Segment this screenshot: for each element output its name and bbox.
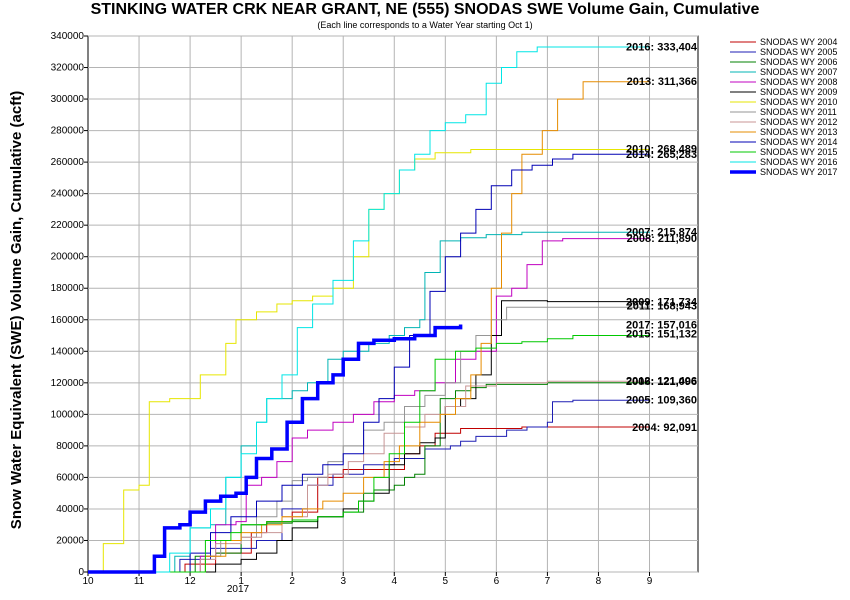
series-lines (88, 46, 650, 574)
y-tick-label: 320000 (51, 63, 85, 74)
series-end-label: 2007: 215,874 (626, 227, 698, 239)
series-end-label: 2016: 333,404 (626, 41, 698, 53)
series-end-label: 2009: 171,734 (626, 296, 698, 308)
y-tick-label: 80000 (56, 441, 84, 452)
series-end-label: 2014: 265,283 (626, 149, 697, 161)
x-axis: 10 11 12 1 2 3 4 5 6 7 8 9 (82, 572, 653, 587)
plot-area (87, 35, 699, 573)
y-tick-label: 300000 (51, 94, 85, 105)
x-tick-label: 12 (185, 576, 197, 587)
y-tick-label: 20000 (56, 535, 84, 546)
y-tick-label: 260000 (51, 157, 85, 168)
series-line-snodas-wy-2008 (88, 238, 650, 573)
series-line-snodas-wy-2014 (88, 153, 650, 573)
y-tick-label: 60000 (56, 472, 84, 483)
chart-subtitle: (Each line corresponds to a Water Year s… (317, 20, 533, 30)
series-end-label: 2005: 109,360 (626, 395, 697, 407)
series-end-label: 2006: 121,096 (626, 376, 697, 388)
legend-label: SNODAS WY 2009 (760, 87, 837, 97)
y-tick-label: 280000 (51, 126, 85, 137)
series-end-label: 2012: 121,406 (626, 376, 697, 388)
x-tick-label: 4 (391, 576, 397, 587)
series-end-label: 2015: 151,132 (626, 329, 697, 341)
y-tick-label: 180000 (51, 283, 85, 294)
x-tick-label: 9 (647, 576, 653, 587)
x-tick-label: 5 (443, 576, 449, 587)
y-axis-label: Snow Water Equivalent (SWE) Volume Gain,… (8, 91, 25, 529)
legend-label: SNODAS WY 2010 (760, 97, 837, 107)
legend-label: SNODAS WY 2007 (760, 67, 837, 77)
x-tick-label: 8 (596, 576, 602, 587)
x-tick-label: 6 (494, 576, 500, 587)
y-tick-label: 120000 (51, 378, 85, 389)
y-tick-label: 0 (78, 567, 84, 578)
series-end-label: 2004: 92,091 (632, 422, 697, 434)
series-line-snodas-wy-2017 (88, 324, 463, 574)
legend-label: SNODAS WY 2004 (760, 37, 837, 47)
legend-label: SNODAS WY 2013 (760, 127, 837, 137)
series-end-label: 2010: 268,489 (626, 144, 697, 156)
series-line-snodas-wy-2013 (88, 81, 650, 573)
x-year-label: 2017 (227, 584, 250, 595)
y-axis: 0 20000 40000 60000 80000 100000 120000 140000 1… (51, 31, 88, 578)
legend-label: SNODAS WY 2015 (760, 147, 837, 157)
grid (88, 35, 698, 573)
legend-label: SNODAS WY 2011 (760, 107, 837, 117)
series-line-snodas-wy-2007 (88, 231, 650, 573)
y-tick-label: 240000 (51, 189, 85, 200)
y-tick-label: 340000 (51, 31, 85, 42)
series-end-label: 2011: 168,943 (627, 301, 697, 313)
series-line-snodas-wy-2009 (88, 300, 650, 573)
chart-title: STINKING WATER CRK NEAR GRANT, NE (555) … (90, 1, 760, 18)
series-line-snodas-wy-2016 (88, 46, 650, 573)
y-tick-label: 140000 (51, 346, 85, 357)
series-end-label: 2017: 157,016 (626, 319, 697, 331)
legend-label: SNODAS WY 2017 (760, 167, 837, 177)
legend-label: SNODAS WY 2016 (760, 157, 837, 167)
y-tick-label: 40000 (56, 504, 84, 515)
series-line-snodas-wy-2004 (88, 426, 650, 573)
x-tick-label: 3 (340, 576, 346, 587)
x-tick-label: 11 (134, 576, 145, 587)
y-tick-label: 160000 (51, 315, 85, 326)
series-line-snodas-wy-2015 (88, 333, 650, 573)
legend-label: SNODAS WY 2005 (760, 47, 837, 57)
legend-label: SNODAS WY 2008 (760, 77, 837, 87)
x-tick-label: 1 (238, 576, 244, 587)
legend-label: SNODAS WY 2012 (760, 117, 837, 127)
y-tick-label: 200000 (51, 252, 85, 263)
y-tick-label: 220000 (51, 220, 85, 231)
legend-label: SNODAS WY 2006 (760, 57, 837, 67)
legend-label: SNODAS WY 2014 (760, 137, 837, 147)
x-tick-label: 7 (545, 576, 551, 587)
series-end-label: 2013: 311,366 (627, 76, 697, 88)
series-end-label: 2008: 211,890 (627, 233, 697, 245)
x-tick-label: 2 (289, 576, 295, 587)
y-tick-label: 100000 (51, 409, 85, 420)
x-tick-label: 10 (82, 576, 94, 587)
